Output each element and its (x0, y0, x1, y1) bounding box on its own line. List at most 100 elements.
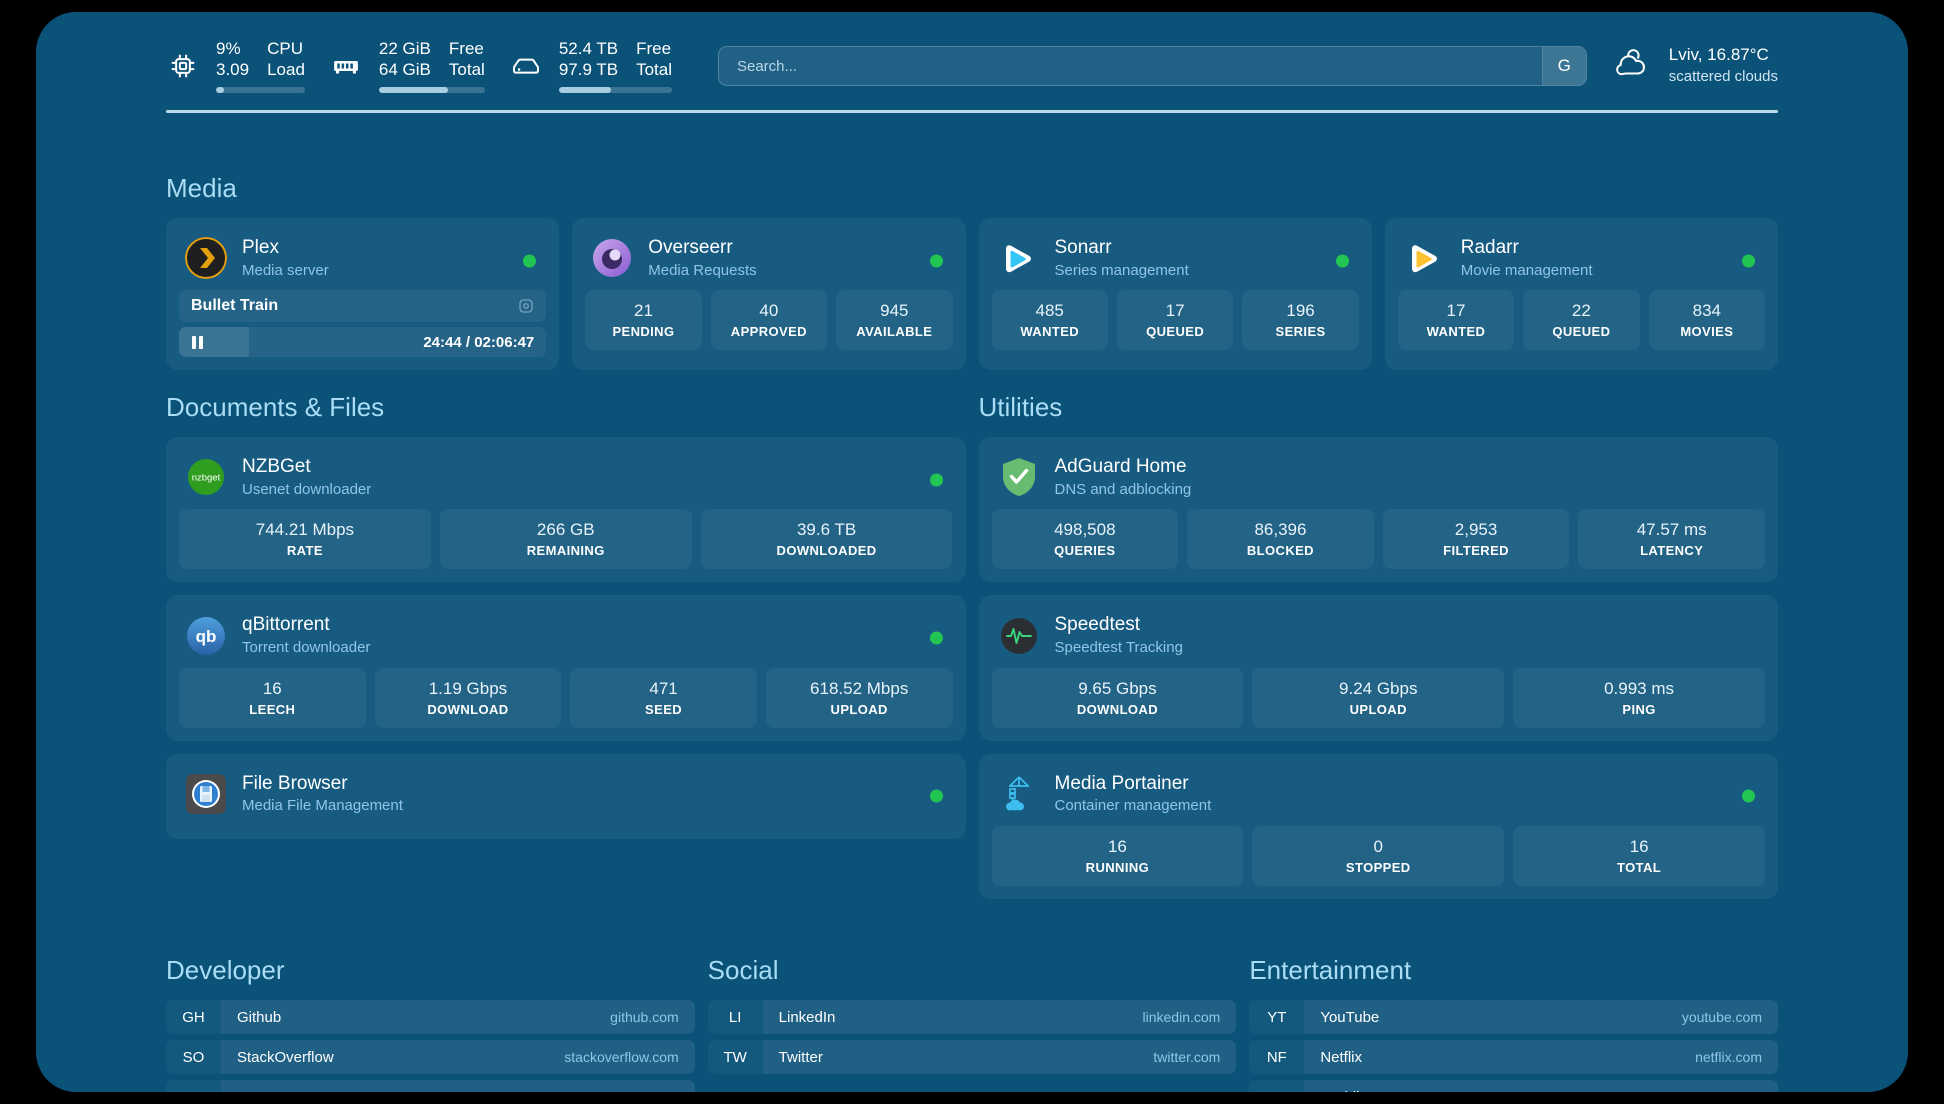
bookmark-host: github.com (610, 1009, 679, 1026)
stat-cell: 2,953 FILTERED (1382, 509, 1570, 570)
stat-value: 834 (1692, 301, 1721, 321)
bookmark-item[interactable]: SO StackOverflow stackoverflow.com (166, 1040, 695, 1075)
stat-caption: REMAINING (526, 543, 605, 559)
stat-value: 1.19 Gbps (428, 678, 508, 698)
disk-icon (509, 49, 543, 83)
overseerr-logo (591, 237, 633, 279)
bookmark-abbr: YT (1249, 1000, 1304, 1034)
status-badge (929, 254, 943, 268)
bookmarks-section: Developer GH Github github.com SO StackO… (166, 955, 1778, 1092)
search-input[interactable] (718, 47, 1542, 85)
bookmark-item[interactable]: GH Github github.com (166, 1000, 695, 1035)
stat-value: 39.6 TB (796, 520, 857, 540)
memory-label-2: Total (448, 59, 485, 79)
bookmark-item[interactable]: TW Twitter twitter.com (708, 1040, 1237, 1075)
stat-caption: WANTED (1020, 324, 1080, 340)
gear-icon[interactable] (518, 298, 534, 314)
svg-text:nzbget: nzbget (192, 473, 221, 484)
bookmark-group-entertainment: Entertainment YT YouTube youtube.com NF … (1249, 955, 1778, 1092)
now-playing-title-row: Bullet Train (179, 290, 547, 323)
stat-cell: 21 PENDING (585, 290, 702, 351)
bookmark-group-title: Developer (166, 955, 285, 986)
now-playing-progress[interactable]: 24:44 / 02:06:47 (179, 327, 547, 358)
status-badge (523, 254, 537, 268)
card-sonarr[interactable]: Sonarr Series management 485 WANTED 17 Q… (978, 218, 1372, 371)
memory-usage-bar (378, 87, 485, 94)
bookmark-abbr: DT (166, 1080, 221, 1092)
stat-caption: APPROVED (730, 324, 807, 340)
bookmark-item[interactable]: RE Reddit reddit.com (1249, 1080, 1778, 1092)
stat-caption: PENDING (612, 324, 675, 340)
stat-cell: 16 RUNNING (991, 825, 1244, 887)
plex-logo (185, 237, 227, 280)
stat-caption: BLOCKED (1246, 543, 1314, 559)
card-title: Plex (242, 237, 279, 258)
disk-free-value: 52.4 TB (558, 38, 619, 58)
bookmark-name: Reddit (1320, 1089, 1686, 1092)
stat-disk: 52.4 TB 97.9 TB Free Total (509, 38, 696, 94)
card-subtitle: Speedtest Tracking (1054, 639, 1183, 657)
bookmark-host: twitter.com (1153, 1049, 1221, 1066)
stat-value: 17 (1446, 301, 1466, 321)
bookmark-item[interactable]: LI LinkedIn linkedin.com (708, 1000, 1237, 1035)
stat-value: 16 (1629, 836, 1649, 856)
utilities-section: Utilities AdGuard Home DNS and a (978, 392, 1778, 900)
search-engine-button[interactable]: G (1541, 47, 1586, 85)
bookmark-host: linkedin.com (1142, 1009, 1221, 1026)
stat-cell: 16 TOTAL (1513, 825, 1765, 887)
stat-value: 945 (880, 301, 909, 321)
stat-caption: TOTAL (1617, 860, 1662, 876)
memory-usage-bar-fill (378, 87, 448, 94)
disk-total-value: 97.9 TB (558, 59, 619, 79)
card-qbittorrent[interactable]: qb qBittorrent Torrent downloader 16 LEE… (166, 595, 966, 741)
bookmark-name: Github (237, 1008, 282, 1026)
cpu-load-value: 3.09 (216, 59, 250, 79)
card-media-portainer[interactable]: Media Portainer Container management 16 … (978, 753, 1778, 900)
speedtest-logo (998, 615, 1040, 657)
stat-value: 47.57 ms (1636, 520, 1707, 540)
bookmark-item[interactable]: DT DEV dev.to (166, 1080, 695, 1092)
now-playing-elapsed: 24:44 (423, 333, 462, 351)
stat-cell: 47.57 ms LATENCY (1578, 509, 1765, 570)
stat-caption: DOWNLOADED (776, 543, 877, 559)
bookmark-item[interactable]: NF Netflix netflix.com (1249, 1040, 1778, 1075)
card-adguard-home[interactable]: AdGuard Home DNS and adblocking 498,508 … (978, 437, 1778, 583)
weather-widget[interactable]: Lviv, 16.87°C scattered clouds (1609, 44, 1778, 87)
stat-value: 744.21 Mbps (255, 520, 355, 540)
card-title: File Browser (242, 772, 348, 794)
card-file-browser[interactable]: File Browser Media File Management (166, 753, 966, 839)
status-badge (1742, 789, 1755, 803)
stat-cell: 485 WANTED (991, 290, 1108, 351)
now-playing-progress-fill (179, 327, 249, 358)
bookmark-abbr: LI (708, 1000, 763, 1034)
now-playing-separator: / (465, 333, 471, 351)
stat-value: 16 (1107, 836, 1127, 856)
stat-caption: UPLOAD (1349, 701, 1407, 717)
header-divider (166, 110, 1778, 113)
card-title: NZBGet (242, 456, 311, 478)
card-overseerr[interactable]: Overseerr Media Requests 21 PENDING 40 A… (572, 218, 966, 371)
stat-value: 22 (1571, 301, 1591, 321)
bookmark-item[interactable]: YT YouTube youtube.com (1249, 1000, 1778, 1035)
bookmark-name: Twitter (778, 1048, 823, 1066)
stat-cell: 22 QUEUED (1523, 290, 1640, 351)
qbittorrent-logo: qb (185, 615, 227, 657)
stat-caption: LEECH (249, 701, 296, 717)
card-radarr[interactable]: Radarr Movie management 17 WANTED 22 QUE… (1384, 218, 1778, 371)
stat-caption: QUEUED (1146, 324, 1205, 340)
section-title-media: Media (166, 173, 237, 203)
stat-caption: SERIES (1275, 324, 1326, 340)
filebrowser-logo (185, 773, 227, 815)
card-speedtest[interactable]: Speedtest Speedtest Tracking 9.65 Gbps D… (978, 595, 1778, 741)
cpu-usage-value: 9% (216, 38, 241, 58)
stat-caption: DOWNLOAD (427, 701, 509, 717)
stat-cell: 744.21 Mbps RATE (179, 509, 431, 570)
pause-icon[interactable] (192, 335, 203, 349)
disk-label-2: Total (636, 59, 672, 79)
card-plex[interactable]: Plex Media server Bullet Train (166, 218, 560, 371)
stat-value: 9.65 Gbps (1078, 678, 1157, 698)
card-nzbget[interactable]: nzbget NZBGet Usenet downloader 744.21 M… (166, 437, 966, 583)
stat-cell: 498,508 QUERIES (991, 509, 1179, 570)
stat-caption: RUNNING (1085, 860, 1150, 876)
bookmark-host: netflix.com (1695, 1049, 1762, 1066)
